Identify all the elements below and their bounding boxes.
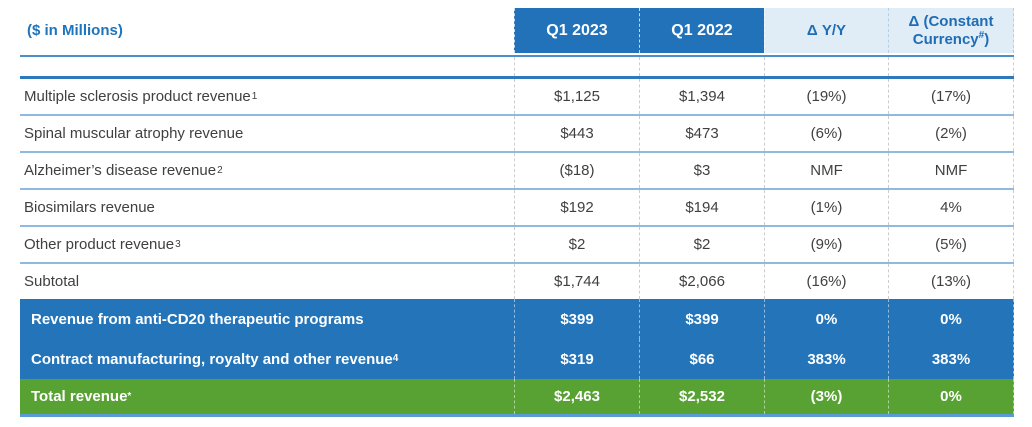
value-q1-2022: $2,532 <box>639 379 764 414</box>
value-q1-2022: $473 <box>639 116 764 151</box>
value-q1-2023: $2,463 <box>514 379 639 414</box>
row-label: Biosimilars revenue <box>24 199 155 216</box>
table-row-other-product: Other product revenue 3 $2 $2 (9%) (5%) <box>20 227 1014 262</box>
table-bottom-rule <box>20 414 1014 417</box>
value-delta-cc: (13%) <box>888 264 1014 299</box>
row-label: Spinal muscular atrophy revenue <box>24 125 244 142</box>
table-row-biosimilars: Biosimilars revenue $192 $194 (1%) 4% <box>20 190 1014 225</box>
row-label: Alzheimer’s disease revenue 2 <box>24 162 223 179</box>
row-separator <box>20 225 1014 227</box>
value-q1-2022: $2 <box>639 227 764 262</box>
value-delta-cc: (2%) <box>888 116 1014 151</box>
row-separator <box>20 114 1014 116</box>
table-row-spinal-muscular-atrophy: Spinal muscular atrophy revenue $443 $47… <box>20 116 1014 151</box>
value-delta-yy: (6%) <box>764 116 888 151</box>
value-delta-yy: (3%) <box>764 379 888 414</box>
value-delta-yy: (1%) <box>764 190 888 225</box>
value-delta-yy: (9%) <box>764 227 888 262</box>
value-q1-2023: $1,125 <box>514 79 639 114</box>
value-q1-2023: $2 <box>514 227 639 262</box>
value-q1-2023: $192 <box>514 190 639 225</box>
row-separator <box>20 262 1014 264</box>
table-row-alzheimers-disease: Alzheimer’s disease revenue 2 ($18) $3 NM… <box>20 153 1014 188</box>
row-label: Multiple sclerosis product revenue 1 <box>24 88 258 105</box>
value-q1-2023: ($18) <box>514 153 639 188</box>
value-delta-cc: (17%) <box>888 79 1014 114</box>
row-label: Other product revenue 3 <box>24 236 181 253</box>
hash-footnote-marker: # <box>978 29 985 41</box>
row-label: Total revenue * <box>31 388 132 405</box>
value-delta-cc: 4% <box>888 190 1014 225</box>
column-header-delta-constant-currency: Δ (Constant Currency#) <box>888 8 1014 53</box>
revenue-table: ($ in Millions) Q1 2023 Q1 2022 Δ Y/Y Δ … <box>20 8 1014 417</box>
value-q1-2022: $3 <box>639 153 764 188</box>
row-label: Revenue from anti-CD20 therapeutic progr… <box>31 310 364 328</box>
value-delta-cc: (5%) <box>888 227 1014 262</box>
spacer-row <box>20 57 1014 76</box>
value-delta-yy: 383% <box>764 339 888 379</box>
table-row-contract-manufacturing: Contract manufacturing, royalty and othe… <box>20 339 1014 379</box>
value-q1-2022: $399 <box>639 299 764 339</box>
value-delta-cc: 0% <box>888 379 1014 414</box>
value-q1-2023: $319 <box>514 339 639 379</box>
value-q1-2022: $1,394 <box>639 79 764 114</box>
column-header-delta-yy: Δ Y/Y <box>764 8 888 53</box>
unit-label: ($ in Millions) <box>27 22 123 39</box>
value-q1-2022: $66 <box>639 339 764 379</box>
table-row-anti-cd20: Revenue from anti-CD20 therapeutic progr… <box>20 299 1014 339</box>
value-delta-cc: NMF <box>888 153 1014 188</box>
value-q1-2022: $194 <box>639 190 764 225</box>
header-underline <box>20 55 1014 57</box>
value-q1-2023: $1,744 <box>514 264 639 299</box>
value-delta-yy: (19%) <box>764 79 888 114</box>
table-row-total-revenue: Total revenue * $2,463 $2,532 (3%) 0% <box>20 379 1014 414</box>
column-header-q1-2023: Q1 2023 <box>514 8 639 53</box>
row-separator <box>20 151 1014 153</box>
value-delta-yy: NMF <box>764 153 888 188</box>
column-header-q1-2022: Q1 2022 <box>639 8 764 53</box>
table-header-row: ($ in Millions) Q1 2023 Q1 2022 Δ Y/Y Δ … <box>20 8 1014 53</box>
value-delta-yy: (16%) <box>764 264 888 299</box>
value-delta-cc: 383% <box>888 339 1014 379</box>
table-row-subtotal: Subtotal $1,744 $2,066 (16%) (13%) <box>20 264 1014 299</box>
value-q1-2022: $2,066 <box>639 264 764 299</box>
value-delta-yy: 0% <box>764 299 888 339</box>
value-q1-2023: $399 <box>514 299 639 339</box>
value-delta-cc: 0% <box>888 299 1014 339</box>
table-row-multiple-sclerosis: Multiple sclerosis product revenue 1 $1,1… <box>20 79 1014 114</box>
constant-currency-line2: Currency#) <box>912 29 990 48</box>
constant-currency-line1: Δ (Constant <box>908 12 994 30</box>
value-q1-2023: $443 <box>514 116 639 151</box>
table-top-rule <box>20 76 1014 79</box>
row-label: Contract manufacturing, royalty and othe… <box>31 350 399 368</box>
row-separator <box>20 188 1014 190</box>
row-label: Subtotal <box>24 273 80 290</box>
